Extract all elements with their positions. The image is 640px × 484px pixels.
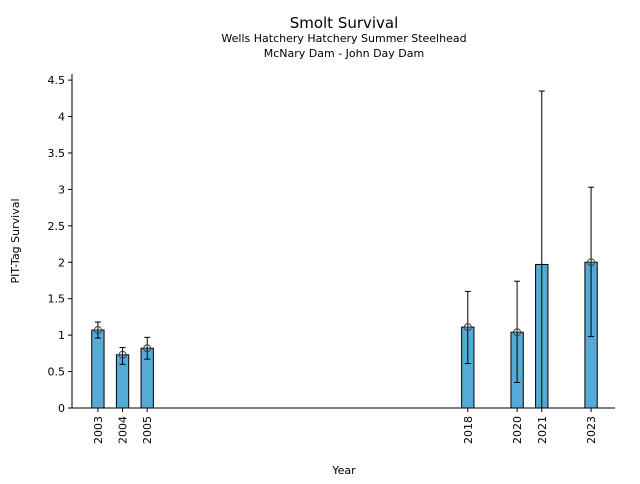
y-tick-label: 4 xyxy=(58,111,65,124)
y-tick-label: 1 xyxy=(58,329,65,342)
y-tick-label: 3.5 xyxy=(48,147,66,160)
chart-subtitle-2: McNary Dam - John Day Dam xyxy=(264,47,424,60)
x-tick-label: 2003 xyxy=(92,416,105,444)
y-tick-label: 0 xyxy=(58,402,65,415)
x-tick-label: 2018 xyxy=(462,416,475,444)
chart-subtitle-1: Wells Hatchery Hatchery Summer Steelhead xyxy=(221,32,466,45)
y-tick-label: 2 xyxy=(58,256,65,269)
x-tick-label: 2023 xyxy=(585,416,598,444)
bar-2003 xyxy=(91,329,105,409)
chart-title: Smolt Survival xyxy=(290,14,399,32)
x-tick-label: 2020 xyxy=(511,416,524,444)
x-tick-label: 2021 xyxy=(536,416,549,444)
x-axis-label: Year xyxy=(331,464,356,477)
y-tick-label: 3 xyxy=(58,183,65,196)
x-tick-label: 2004 xyxy=(117,416,130,444)
y-tick-label: 1.5 xyxy=(48,293,66,306)
y-tick-label: 4.5 xyxy=(48,74,66,87)
y-tick-label: 0.5 xyxy=(48,366,66,379)
y-tick-label: 2.5 xyxy=(48,220,66,233)
x-tick-label: 2005 xyxy=(141,416,154,444)
y-axis-label: PIT-Tag Survival xyxy=(9,198,22,283)
